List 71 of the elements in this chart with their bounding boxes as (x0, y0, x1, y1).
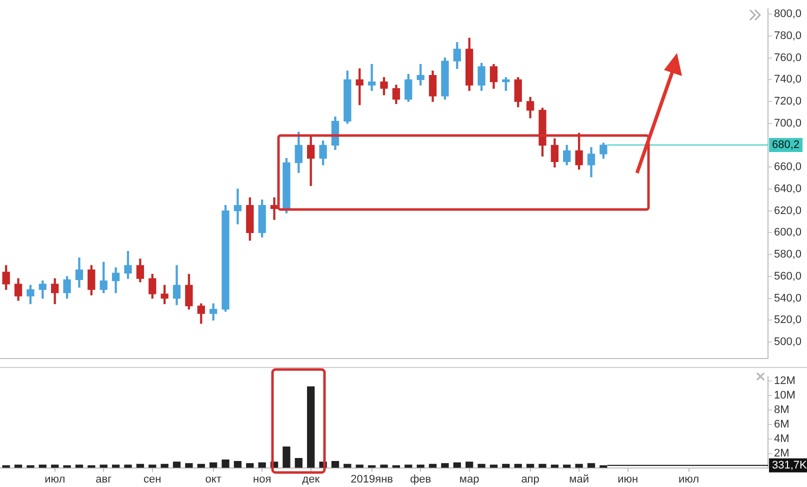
y-tick-label: 620,0 (774, 204, 802, 217)
bar (185, 463, 193, 468)
y-tick-label: 780,0 (774, 30, 802, 42)
x-tick-label: май (569, 473, 589, 486)
bar (172, 462, 181, 468)
bar (258, 462, 266, 468)
ref-line-label: 331,7K (772, 459, 807, 472)
x-tick-label: фев (410, 473, 432, 486)
y-tick-label: 6M (774, 418, 790, 430)
x-tick-label: июн (618, 473, 638, 486)
bar (550, 464, 558, 468)
y-tick-label: 660,0 (774, 161, 802, 174)
x-tick-label: 2019янв (350, 473, 394, 486)
bar (416, 464, 424, 468)
bar (587, 463, 596, 468)
x-tick-label: авг (96, 473, 112, 486)
y-tick-label: 560,0 (774, 270, 802, 282)
bar (51, 464, 59, 468)
bar (563, 464, 571, 468)
bar (344, 464, 352, 468)
y-tick-label: 600,0 (774, 226, 802, 239)
x-tick-label: дек (302, 473, 320, 486)
bar (466, 462, 474, 468)
bar (282, 446, 290, 468)
bar (75, 464, 84, 468)
bar (124, 464, 132, 468)
bar (538, 464, 546, 468)
bar (14, 464, 22, 468)
bar (210, 462, 218, 468)
x-tick-label: июл (678, 473, 700, 486)
bar (356, 464, 364, 468)
y-tick-label: 2M (774, 447, 790, 460)
bar (112, 464, 120, 468)
bar (246, 463, 254, 468)
x-tick-label: июл (44, 473, 66, 486)
bar (575, 464, 583, 468)
x-tick-label: окт (205, 473, 222, 486)
bar (380, 464, 388, 468)
bar (148, 464, 156, 468)
y-tick-label: 540,0 (774, 292, 802, 304)
y-tick-label: 740,0 (774, 74, 802, 86)
bar (307, 386, 315, 468)
bar (294, 458, 302, 468)
y-tick-label: 4M (774, 432, 790, 445)
bar (38, 464, 46, 468)
bar (331, 460, 340, 468)
y-tick-label: 520,0 (774, 314, 802, 326)
y-tick-label: 760,0 (774, 52, 802, 64)
bar (222, 460, 230, 468)
x-tick-label: апр (521, 473, 540, 486)
bar (100, 464, 108, 468)
y-tick-label: 500,0 (774, 336, 802, 348)
bar (234, 460, 242, 468)
bar (441, 463, 449, 468)
y-tick-label: 720,0 (774, 96, 802, 108)
bar (490, 464, 498, 468)
bar (404, 464, 412, 468)
y-tick-label: 8M (774, 404, 790, 416)
y-tick-label: 10M (774, 389, 796, 402)
bar (478, 464, 486, 468)
y-tick-label: 800,0 (774, 8, 802, 20)
y-tick-label: 12M (774, 374, 796, 387)
x-tick-label: ноя (253, 473, 272, 486)
x-tick-label: мар (459, 473, 480, 486)
y-tick-label: 580,0 (774, 248, 802, 261)
ref-line-label: 680,2 (772, 139, 800, 152)
y-tick-label: 640,0 (774, 182, 802, 195)
bar (453, 462, 461, 468)
y-tick-label: 700,0 (774, 117, 802, 130)
bar (160, 464, 168, 468)
x-tick-label: сен (144, 473, 162, 486)
